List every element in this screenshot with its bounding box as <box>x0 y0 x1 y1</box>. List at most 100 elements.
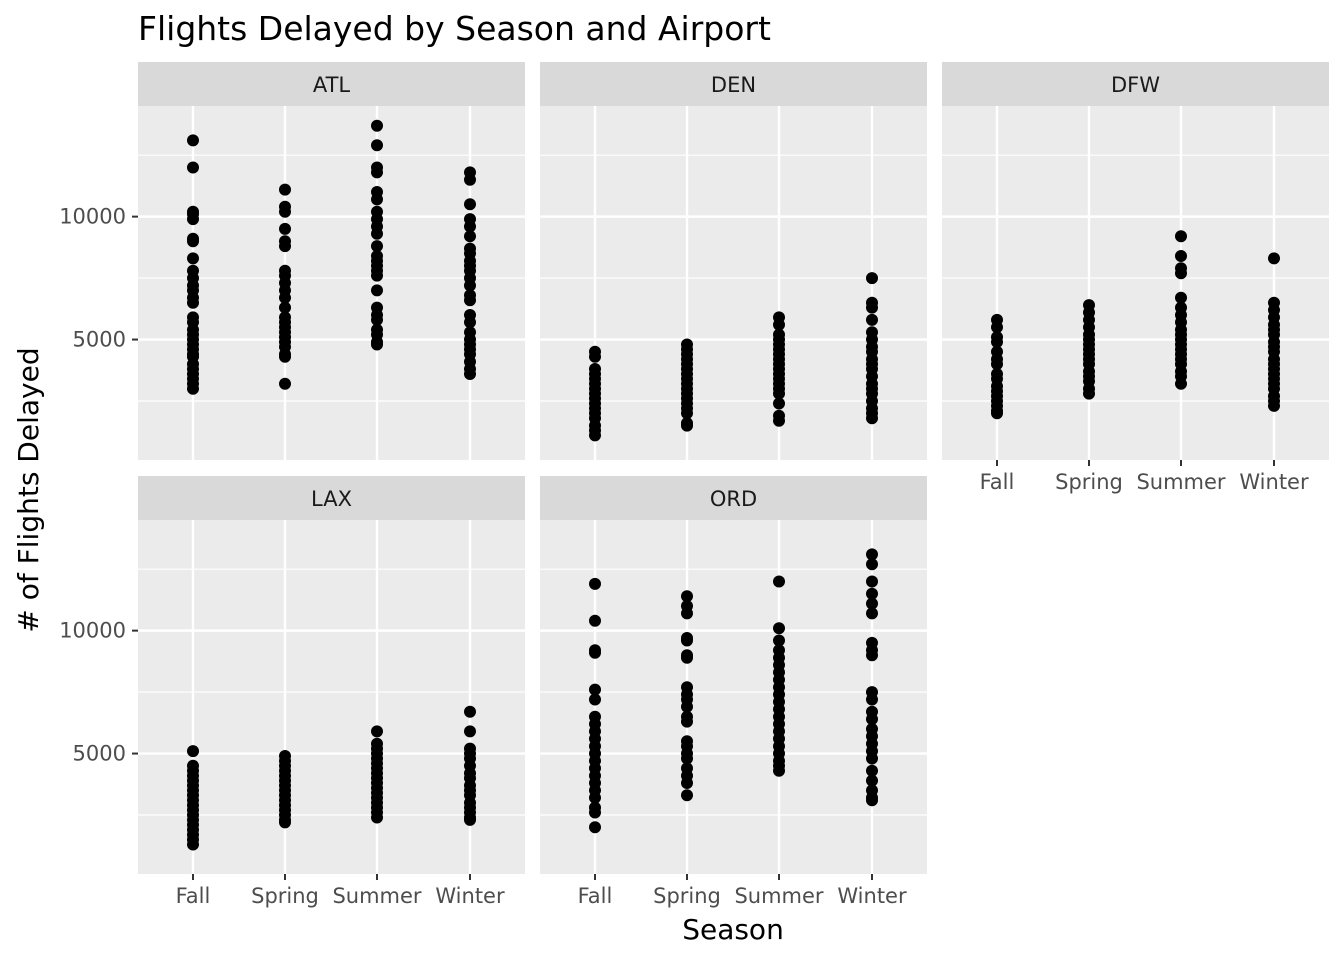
data-point <box>371 227 383 240</box>
x-tick-label: Fall <box>176 884 211 908</box>
data-point <box>866 764 878 777</box>
facet-strip <box>540 476 927 520</box>
data-point <box>991 336 1003 348</box>
data-point <box>681 651 693 664</box>
data-point <box>681 777 693 789</box>
data-point <box>991 407 1003 420</box>
data-point <box>681 607 693 620</box>
data-point <box>866 693 878 706</box>
data-point <box>187 745 199 758</box>
data-point <box>279 240 291 253</box>
data-point <box>773 397 785 410</box>
data-point <box>773 387 785 400</box>
data-point <box>279 301 291 314</box>
data-point <box>371 284 383 297</box>
data-point <box>589 791 601 804</box>
facet-lax: LAX 5000 10000 Fall Spring Summer Winter <box>59 476 525 908</box>
data-point <box>464 725 476 738</box>
data-point <box>371 811 383 824</box>
data-point <box>773 414 785 427</box>
facet-strip-label: DEN <box>711 73 756 97</box>
data-point <box>371 119 383 132</box>
data-point <box>371 313 383 326</box>
x-tick-label: Summer <box>332 884 421 908</box>
data-point <box>1175 291 1187 304</box>
data-point <box>866 607 878 620</box>
x-tick-label: Summer <box>734 884 823 908</box>
data-point <box>589 646 601 659</box>
data-point <box>279 350 291 363</box>
data-point <box>589 821 601 834</box>
data-point <box>464 198 476 211</box>
x-tick-label: Fall <box>980 470 1015 494</box>
facet-strip-label: LAX <box>311 487 352 511</box>
facet-strip <box>138 62 525 106</box>
data-point <box>589 350 601 363</box>
x-tick-label: Winter <box>435 884 505 908</box>
data-point <box>371 338 383 351</box>
data-point <box>1268 252 1280 265</box>
data-point <box>681 752 693 765</box>
y-tick-label: 10000 <box>59 205 126 229</box>
data-point <box>866 575 878 588</box>
data-point <box>681 590 693 603</box>
data-point <box>464 294 476 307</box>
data-point <box>1175 377 1187 390</box>
data-point <box>773 575 785 588</box>
data-point <box>371 725 383 738</box>
data-point <box>681 789 693 802</box>
x-tick-label: Spring <box>251 884 319 908</box>
data-point <box>589 806 601 819</box>
data-point <box>464 813 476 826</box>
data-point <box>773 764 785 777</box>
chart-title: Flights Delayed by Season and Airport <box>138 9 771 48</box>
data-point <box>773 634 785 647</box>
facet-dfw: DFW Fall Spring Summer Winter <box>942 62 1329 494</box>
data-point <box>464 368 476 380</box>
data-point <box>866 774 878 787</box>
data-point <box>464 230 476 243</box>
data-point <box>866 713 878 726</box>
data-point <box>866 649 878 662</box>
data-point <box>371 240 383 253</box>
facet-strip <box>138 476 525 520</box>
data-point <box>866 558 878 571</box>
data-point <box>681 407 693 420</box>
data-point <box>279 205 291 218</box>
x-tick-label: Winter <box>837 884 907 908</box>
y-tick-label: 10000 <box>59 619 126 643</box>
data-point <box>187 161 199 174</box>
data-point <box>866 272 878 285</box>
facet-ord: ORD Fall Spring Summer Winter <box>540 476 927 908</box>
data-point <box>991 321 1003 334</box>
data-point <box>866 548 878 561</box>
data-point <box>773 622 785 635</box>
facet-den: DEN <box>540 62 927 460</box>
data-point <box>371 139 383 152</box>
data-point <box>464 173 476 186</box>
data-point <box>1175 250 1187 262</box>
data-point <box>681 715 693 728</box>
facet-strip <box>540 62 927 106</box>
data-point <box>866 412 878 425</box>
data-point <box>464 279 476 292</box>
data-point <box>371 193 383 206</box>
data-point <box>681 419 693 432</box>
data-point <box>187 134 199 147</box>
data-point <box>589 683 601 696</box>
data-point <box>279 291 291 304</box>
facet-strip-label: ORD <box>710 487 757 511</box>
data-point <box>773 318 785 331</box>
data-point <box>464 705 476 718</box>
data-point <box>589 577 601 590</box>
data-point <box>187 235 199 248</box>
facet-strip-label: ATL <box>313 73 351 97</box>
data-point <box>1175 230 1187 243</box>
facet-panels: ATL 5000 10000 DEN DFW Fall Spring Summer Winter… <box>59 62 1329 908</box>
data-point <box>371 166 383 179</box>
data-point <box>279 183 291 196</box>
data-point <box>187 382 199 395</box>
data-point <box>681 700 693 713</box>
x-tick-label: Winter <box>1239 470 1309 494</box>
